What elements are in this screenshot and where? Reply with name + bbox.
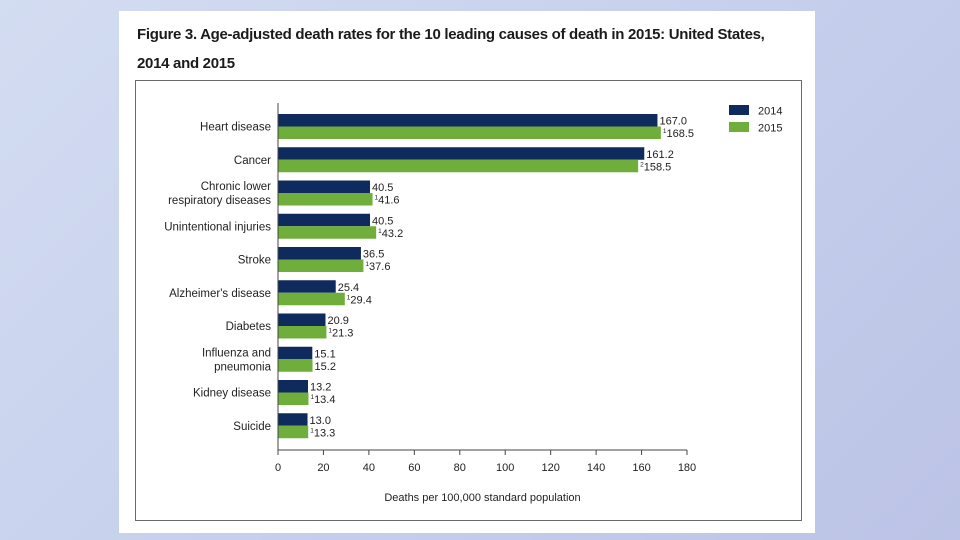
bar-2015-unintentional-injuries (278, 226, 377, 239)
bar-2015-suicide (278, 425, 309, 439)
bar-2015-chronic-lower-respiratory-diseases (278, 193, 373, 206)
bar-2015-heart-disease (278, 126, 661, 139)
category-label-suicide: Suicide (233, 421, 271, 433)
category-label-influenza-and-pneumonia: Influenza and pneumonia (202, 347, 272, 373)
bar-2014-chronic-lower-respiratory-diseases (278, 180, 371, 193)
value-label-2014-diabetes: 20.9 (327, 315, 348, 327)
value-label-2014-alzheimer-s-disease: 25.4 (338, 282, 359, 294)
value-label-2014-unintentional-injuries: 40.5 (372, 215, 393, 227)
x-tick-label-40: 40 (363, 462, 375, 474)
bar-2015-diabetes (278, 326, 327, 339)
bar-2015-kidney-disease (278, 392, 309, 405)
bar-2015-influenza-and-pneumonia (278, 359, 313, 372)
value-label-2014-cancer: 161.2 (646, 149, 674, 161)
bar-2014-unintentional-injuries (278, 213, 371, 227)
category-label-chronic-lower-respiratory-diseases: Chronic lower respiratory diseases (168, 181, 271, 207)
category-label-diabetes: Diabetes (226, 321, 272, 333)
legend-label-2014: 2014 (758, 106, 782, 118)
value-label-2014-heart-disease: 167.0 (659, 116, 687, 128)
value-label-2014-suicide: 13.0 (310, 415, 331, 427)
category-label-unintentional-injuries: Unintentional injuries (164, 221, 271, 233)
x-tick-label-140: 140 (587, 462, 605, 474)
category-label-heart-disease: Heart disease (200, 122, 271, 134)
bar-2015-alzheimer-s-disease (278, 292, 345, 306)
x-tick-label-20: 20 (317, 462, 329, 474)
value-label-2015-influenza-and-pneumonia: 15.2 (315, 361, 336, 373)
figure-title: Figure 3. Age-adjusted death rates for t… (137, 26, 765, 72)
x-tick-label-160: 160 (632, 462, 650, 474)
bar-2014-diabetes (278, 313, 326, 326)
value-label-2015-cancer: 2158.5 (640, 161, 671, 173)
bar-2014-influenza-and-pneumonia (278, 346, 313, 360)
legend-swatch-2014 (729, 105, 749, 115)
value-label-2015-heart-disease: 1168.5 (663, 128, 694, 140)
bar-2014-stroke (278, 247, 361, 260)
x-tick-label-120: 120 (541, 462, 559, 474)
value-label-2015-alzheimer-s-disease: 129.4 (347, 294, 372, 306)
value-label-2015-diabetes: 121.3 (328, 328, 353, 340)
x-tick-label-80: 80 (454, 462, 466, 474)
value-label-2015-suicide: 113.3 (310, 427, 335, 439)
value-label-2015-stroke: 137.6 (365, 261, 390, 273)
category-label-kidney-disease: Kidney disease (193, 388, 271, 400)
legend-swatch-2015 (729, 122, 749, 132)
bar-2015-cancer (278, 159, 639, 173)
chart-frame: Heart disease 167.0 1168.5 Cancer 161.2 2158.… (135, 80, 802, 521)
category-label-cancer: Cancer (234, 155, 271, 167)
category-label-alzheimer-s-disease: Alzheimer's disease (169, 288, 271, 300)
bar-2014-alzheimer-s-disease (278, 280, 336, 293)
value-label-2014-chronic-lower-respiratory-diseases: 40.5 (372, 182, 393, 194)
x-axis-title: Deaths per 100,000 standard population (384, 492, 580, 504)
value-label-2015-unintentional-injuries: 143.2 (378, 228, 403, 240)
x-tick-label-100: 100 (496, 462, 514, 474)
value-label-2015-kidney-disease: 113.4 (310, 394, 335, 406)
value-label-2014-kidney-disease: 13.2 (310, 382, 331, 394)
legend-label-2015: 2015 (758, 123, 782, 135)
bar-2014-suicide (278, 413, 308, 426)
bar-2015-stroke (278, 259, 364, 272)
bar-2014-heart-disease (278, 114, 658, 127)
value-label-2015-chronic-lower-respiratory-diseases: 141.6 (375, 195, 400, 207)
x-tick-label-0: 0 (275, 462, 281, 474)
slide-card: Figure 3. Age-adjusted death rates for t… (119, 11, 815, 533)
value-label-2014-influenza-and-pneumonia: 15.1 (314, 348, 335, 360)
bar-2014-kidney-disease (278, 380, 308, 393)
value-label-2014-stroke: 36.5 (363, 249, 384, 261)
x-tick-label-60: 60 (408, 462, 420, 474)
bar-2014-cancer (278, 147, 645, 160)
x-tick-label-180: 180 (678, 462, 696, 474)
category-label-stroke: Stroke (238, 255, 271, 267)
